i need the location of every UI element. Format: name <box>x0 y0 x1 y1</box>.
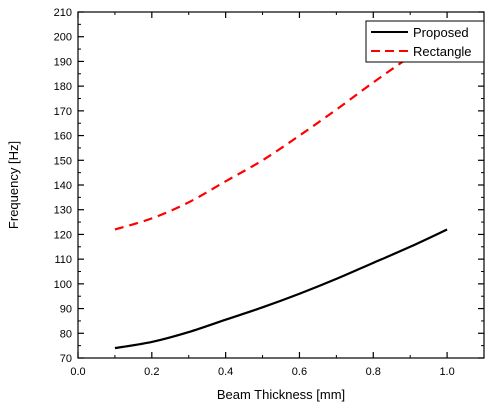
legend-proposed-label: Proposed <box>413 25 469 40</box>
legend-rectangle-label: Rectangle <box>413 44 472 59</box>
y-tick-label: 70 <box>60 353 72 365</box>
y-tick-label: 150 <box>54 155 72 167</box>
x-axis-title: Beam Thickness [mm] <box>217 387 345 402</box>
x-tick-label: 0.4 <box>218 366 233 378</box>
y-tick-label: 180 <box>54 81 72 93</box>
y-tick-label: 100 <box>54 279 72 291</box>
legend-box <box>365 20 485 63</box>
y-tick-label: 140 <box>54 180 72 192</box>
y-tick-label: 80 <box>60 328 72 340</box>
x-tick-label: 1.0 <box>439 366 454 378</box>
series-line-rectangle <box>114 55 411 231</box>
y-axis-title: Frequency [Hz] <box>6 141 21 229</box>
x-tick-label: 0.6 <box>292 366 307 378</box>
x-tick-label: 0.8 <box>366 366 381 378</box>
y-tick-label: 110 <box>54 254 72 266</box>
y-tick-label: 130 <box>54 205 72 217</box>
series-line-proposed <box>114 228 448 350</box>
y-tick-label: 90 <box>60 304 72 316</box>
y-tick-label: 160 <box>54 131 72 143</box>
y-tick-label: 170 <box>54 106 72 118</box>
y-tick-label: 210 <box>54 7 72 19</box>
x-tick-label: 0.2 <box>144 366 159 378</box>
y-tick-label: 190 <box>54 56 72 68</box>
x-tick-label: 0.0 <box>70 366 85 378</box>
plot-frame <box>77 11 485 359</box>
y-tick-label: 200 <box>54 32 72 44</box>
legend: Proposed Rectangle <box>365 20 485 63</box>
y-tick-label: 120 <box>54 229 72 241</box>
